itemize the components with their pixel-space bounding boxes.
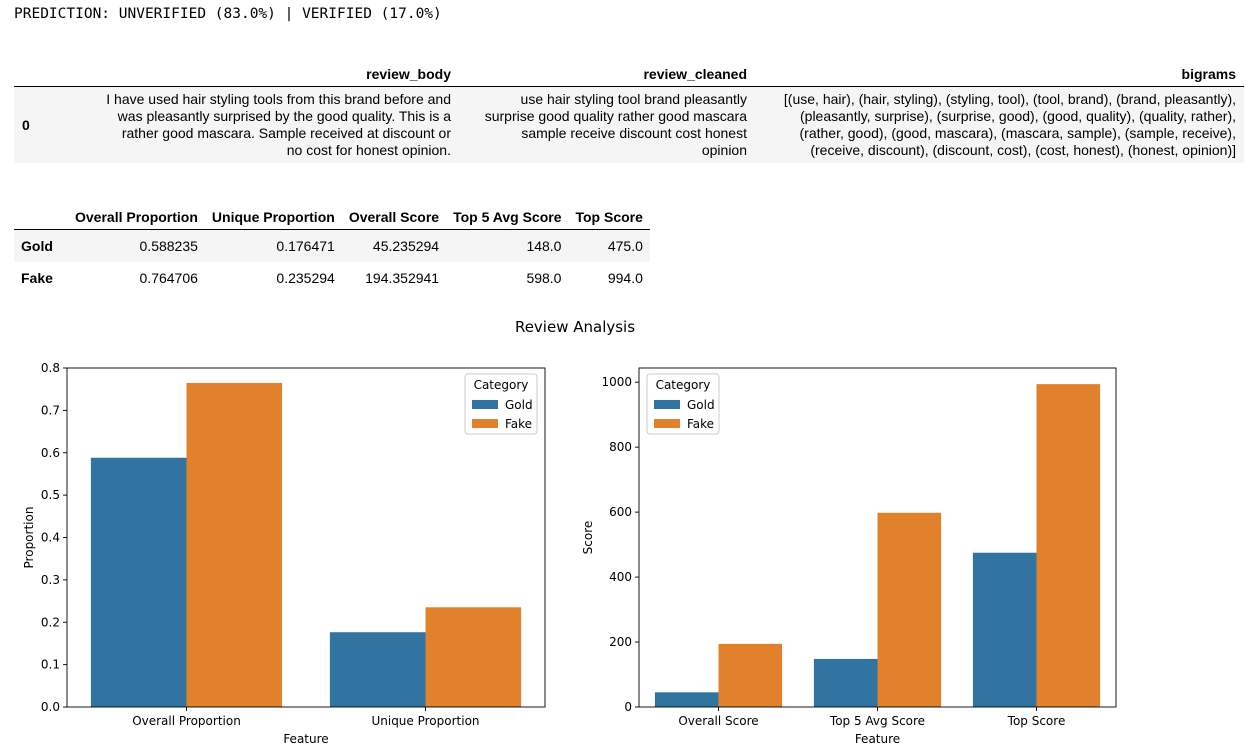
cell-line: [(use, hair), (hair, styling), (styling,… xyxy=(783,91,1236,107)
column-header: review_cleaned xyxy=(459,61,755,87)
cell-line: no cost for honest opinion. xyxy=(286,142,451,158)
y-tick-label: 0.6 xyxy=(41,446,60,460)
table-cell: 994.0 xyxy=(607,270,643,286)
prediction-output: PREDICTION: UNVERIFIED (83.0%) | VERIFIE… xyxy=(14,6,442,22)
y-tick-label: 600 xyxy=(609,505,632,519)
column-header: review_body xyxy=(48,61,459,87)
legend-label: Gold xyxy=(505,398,533,412)
bar-gold xyxy=(654,692,719,707)
table-row: Fake 0.764706 0.235294 194.352941 598.0 … xyxy=(14,262,650,294)
cell-line: was pleasantly surprised by the good qua… xyxy=(117,108,451,124)
x-tick-label: Top 5 Avg Score xyxy=(829,714,925,728)
figure-title: Review Analysis xyxy=(514,318,636,336)
cell-line: I have used hair styling tools from this… xyxy=(106,91,451,107)
column-header: Top Score xyxy=(568,205,650,230)
column-header: Unique Proportion xyxy=(204,205,342,230)
legend-title: Category xyxy=(474,378,529,392)
row-label: Gold xyxy=(21,238,53,254)
table-cell: 0.588235 xyxy=(139,238,198,254)
review-dataframe: review_body review_cleaned bigrams 0 I h… xyxy=(14,61,1244,163)
y-tick-label: 0.2 xyxy=(41,615,60,629)
table-cell: 475.0 xyxy=(607,238,643,254)
bar-gold xyxy=(972,552,1037,707)
index-header xyxy=(14,205,68,230)
cell-line: (receive, discount), (discount, cost), (… xyxy=(810,142,1236,158)
legend-label: Fake xyxy=(687,417,714,431)
legend-label: Fake xyxy=(505,417,532,431)
y-tick-label: 0.3 xyxy=(41,573,60,587)
bar-gold xyxy=(329,632,426,707)
bigrams-cell: [(use, hair), (hair, styling), (styling,… xyxy=(755,87,1244,164)
legend-swatch-fake xyxy=(654,419,680,428)
table-cell: 0.176471 xyxy=(276,238,335,254)
table-cell: 194.352941 xyxy=(365,270,440,286)
table-cell: 0.235294 xyxy=(276,270,335,286)
legend-title: Category xyxy=(656,378,711,392)
x-tick-label: Overall Proportion xyxy=(132,714,241,728)
cell-line: (rather, good), (good, mascara), (mascar… xyxy=(799,125,1237,141)
table-cell: 598.0 xyxy=(526,270,562,286)
y-tick-label: 0.0 xyxy=(41,700,60,714)
bar-fake xyxy=(425,607,522,707)
column-header: Overall Score xyxy=(341,205,447,230)
legend-swatch-gold xyxy=(472,400,498,409)
bar-fake xyxy=(877,512,942,707)
x-tick-label: Unique Proportion xyxy=(371,714,479,728)
x-tick-label: Top Score xyxy=(1007,714,1066,728)
y-tick-label: 800 xyxy=(609,440,632,454)
y-axis-label: Proportion xyxy=(22,507,36,569)
y-tick-label: 0.4 xyxy=(41,531,60,545)
y-axis-label: Score xyxy=(581,521,595,555)
review-body-cell: I have used hair styling tools from this… xyxy=(48,87,459,164)
y-tick-label: 0.7 xyxy=(41,403,60,417)
cell-line: rather good mascara. Sample received at … xyxy=(121,125,451,141)
cell-line: use hair styling tool brand pleasantly xyxy=(520,91,747,107)
y-tick-label: 200 xyxy=(609,635,632,649)
review-cleaned-cell: use hair styling tool brand pleasantly s… xyxy=(459,87,755,164)
y-tick-label: 1000 xyxy=(601,375,632,389)
stats-dataframe: Overall Proportion Unique Proportion Ove… xyxy=(14,205,650,294)
y-tick-label: 0.5 xyxy=(41,488,60,502)
bar-fake xyxy=(718,643,783,707)
row-index: 0 xyxy=(22,117,30,133)
legend-swatch-fake xyxy=(472,419,498,428)
y-tick-label: 0.1 xyxy=(41,658,60,672)
row-label: Fake xyxy=(21,270,53,286)
charts-figure: 0.0 0.1 0.2 0.3 0.4 0.5 0.6 0.7 0.8 Overall Propo… xyxy=(22,361,1117,746)
y-tick-label: 0 xyxy=(624,700,632,714)
table-row: Gold 0.588235 0.176471 45.235294 148.0 4… xyxy=(14,229,650,262)
bar-gold xyxy=(90,457,187,707)
x-axis-label: Feature xyxy=(855,732,900,746)
table-cell: 148.0 xyxy=(526,238,562,254)
cell-line: opinion xyxy=(701,142,747,158)
y-tick-label: 400 xyxy=(609,570,632,584)
bar-fake xyxy=(1036,384,1101,707)
cell-line: surprise good quality rather good mascar… xyxy=(484,108,747,124)
index-header xyxy=(14,61,48,87)
x-axis-label: Feature xyxy=(283,732,328,746)
x-tick-label: Overall Score xyxy=(678,714,758,728)
y-tick-label: 0.8 xyxy=(41,361,60,375)
legend-swatch-gold xyxy=(654,400,680,409)
column-header: bigrams xyxy=(755,61,1244,87)
column-header: Top 5 Avg Score xyxy=(446,205,569,230)
column-header: Overall Proportion xyxy=(68,205,205,230)
bar-fake xyxy=(186,382,283,707)
table-cell: 45.235294 xyxy=(372,238,440,254)
cell-line: sample receive discount cost honest xyxy=(521,125,747,141)
table-row: 0 I have used hair styling tools from th… xyxy=(14,86,1244,164)
legend-label: Gold xyxy=(687,398,715,412)
table-cell: 0.764706 xyxy=(139,270,198,286)
bar-gold xyxy=(813,658,878,707)
cell-line: (pleasantly, surprise), (surprise, good)… xyxy=(800,108,1236,124)
